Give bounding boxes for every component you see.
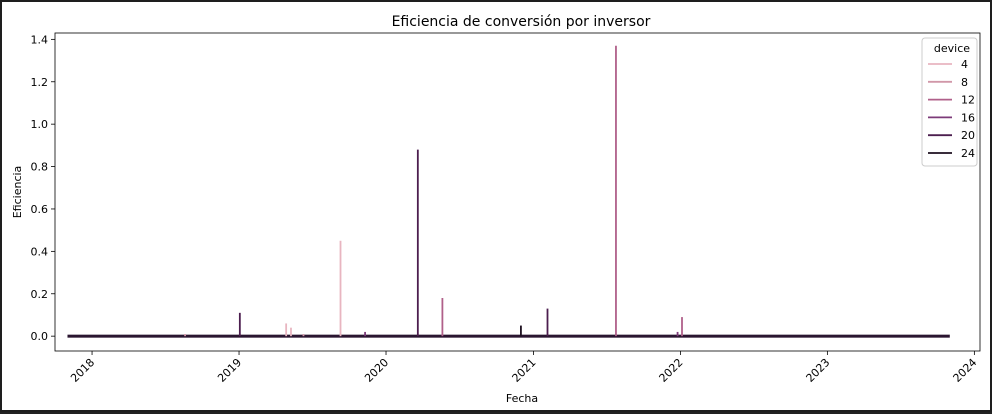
legend-label-12: 12 [961,94,975,107]
legend-label-24: 24 [961,147,975,160]
x-tick-label: 2020 [362,356,391,385]
y-tick-label: 0.4 [31,245,49,258]
legend: device 4 8 12 16 20 24 [921,37,978,167]
y-axis-label: Eficiencia [11,166,24,219]
y-tick-label: 0.0 [31,330,49,343]
legend-items: 4 8 12 16 20 24 [928,58,975,160]
legend-title: device [934,42,970,55]
legend-label-4: 4 [961,58,968,71]
baseline-band [67,334,950,338]
y-tick-label: 0.6 [31,203,49,216]
x-tick-label: 2021 [510,356,539,385]
x-tick-label: 2023 [804,356,833,385]
legend-box [921,37,978,167]
x-axis: 2018 2019 2020 2021 2022 2023 2024 [68,351,979,385]
legend-label-20: 20 [961,129,975,142]
x-tick-label: 2024 [950,356,979,385]
series-layer [67,45,950,338]
legend-label-16: 16 [961,111,975,124]
y-tick-label: 0.8 [31,161,49,174]
x-axis-label: Fecha [506,392,538,405]
y-tick-label: 1.4 [31,33,49,46]
plot-area [54,32,981,352]
y-tick-label: 1.0 [31,118,49,131]
x-tick-label: 2022 [657,356,686,385]
y-axis: 0.0 0.2 0.4 0.6 0.8 1.0 1.2 1.4 [31,33,55,343]
y-tick-label: 0.2 [31,288,49,301]
legend-label-8: 8 [961,76,968,89]
x-tick-label: 2018 [68,356,97,385]
y-tick-label: 1.2 [31,76,49,89]
x-tick-label: 2019 [215,356,244,385]
chart-title: Eficiencia de conversión por inversor [392,14,651,30]
